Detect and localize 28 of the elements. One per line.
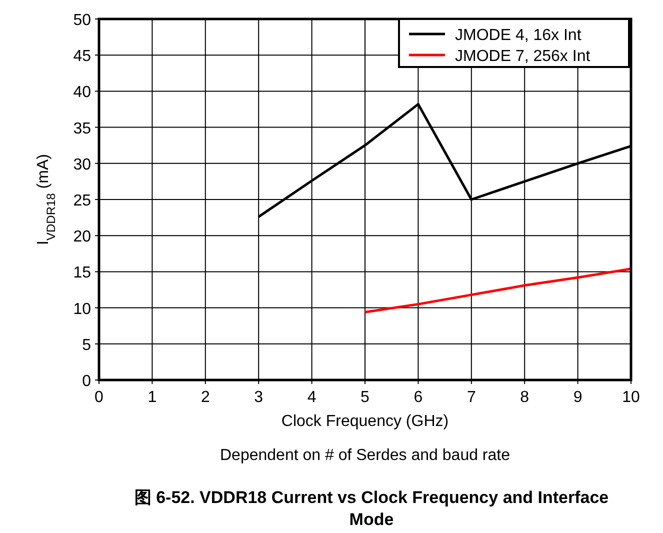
x-tick-label: 1: [148, 389, 157, 406]
y-tick-label: 20: [73, 228, 92, 246]
y-tick-label: 45: [73, 48, 92, 66]
x-tick-label: 6: [414, 389, 423, 406]
y-tick-label: 50: [73, 12, 92, 29]
text: 图 6-52. VDDR18 Current vs Clock Frequency and Interface Mode: [134, 488, 609, 529]
x-tick-label: 10: [622, 389, 640, 406]
legend-label: JMODE 4, 16x Int: [455, 27, 582, 44]
x-tick-label: 3: [254, 389, 264, 406]
y-tick-label: 35: [73, 120, 92, 138]
x-tick-label: 4: [307, 389, 316, 406]
x-axis-title: Clock Frequency (GHz): [281, 413, 449, 430]
y-tick-label: 30: [73, 156, 92, 174]
x-tick-label: 8: [520, 389, 530, 406]
y-tick-label: 40: [73, 84, 92, 102]
legend-label: JMODE 7, 256x Int: [455, 48, 591, 65]
y-tick-label: 15: [73, 264, 92, 282]
line-series: [364, 268, 632, 314]
text: Dependent on # of Serdes and baud rate: [220, 447, 510, 464]
x-tick-label: 5: [360, 389, 370, 406]
x-tick-label: 7: [466, 389, 476, 406]
y-tick-label: 10: [73, 300, 92, 318]
y-tick-label: 5: [82, 336, 92, 354]
x-tick-label: 9: [573, 389, 582, 406]
x-tick-label: 2: [200, 389, 210, 406]
x-tick-label: 0: [94, 389, 104, 406]
y-tick-label: 25: [73, 192, 92, 210]
y-tick-label: 0: [82, 373, 92, 390]
